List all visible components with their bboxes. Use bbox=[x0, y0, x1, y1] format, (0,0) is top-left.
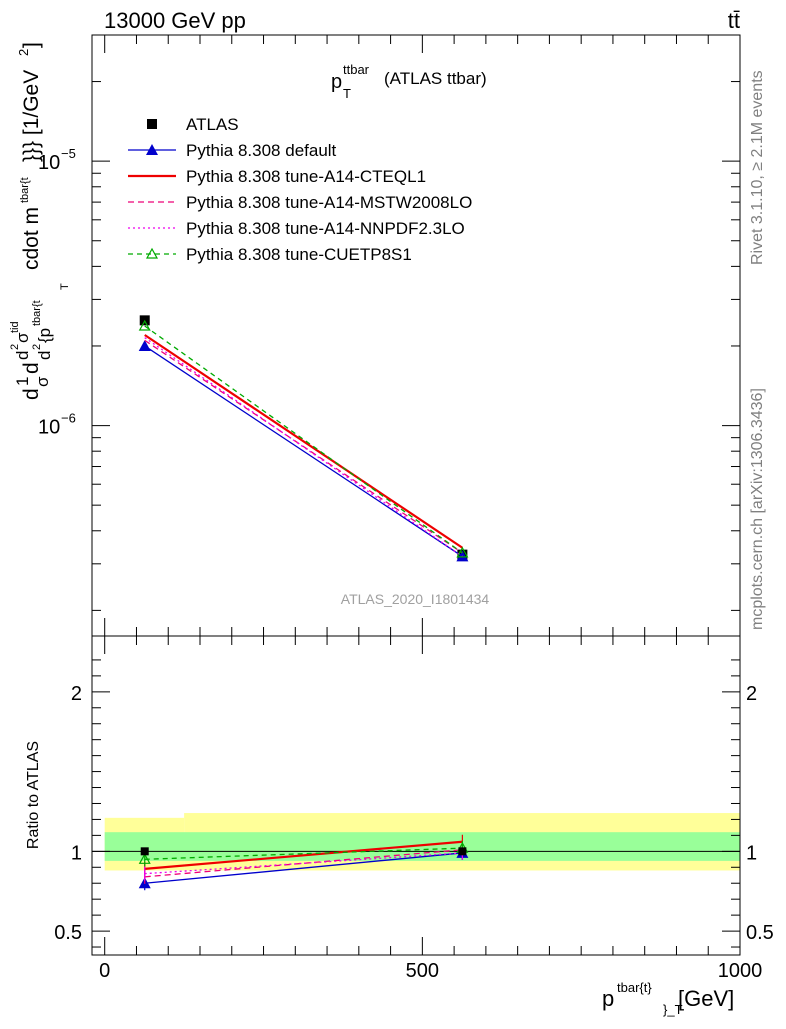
ylabel-T: T bbox=[59, 283, 71, 290]
y-tick-label-exp: −6 bbox=[61, 411, 76, 426]
ylabel-d1: d bbox=[20, 388, 43, 400]
legend-entry: Pythia 8.308 tune-A14-NNPDF2.3LO bbox=[128, 219, 465, 238]
legend-label: Pythia 8.308 tune-A14-CTEQL1 bbox=[186, 167, 426, 186]
rivet-label: Rivet 3.1.10, ≥ 2.1M events bbox=[749, 70, 766, 265]
xlabel-unit: [GeV] bbox=[678, 986, 734, 1011]
series-pythia-8-308-tune-cuetp8s1 bbox=[138, 319, 469, 558]
legend-entry: Pythia 8.308 tune-CUETP8S1 bbox=[128, 245, 412, 264]
ratio-series-line bbox=[144, 852, 463, 884]
series-line bbox=[144, 339, 463, 554]
ratio-series-line bbox=[144, 852, 463, 875]
x-tick-label: 500 bbox=[406, 960, 439, 982]
main-panel: 10−510−6 bbox=[38, 34, 741, 637]
ylabel-unit: }}} [1/GeV bbox=[20, 70, 43, 162]
ratio-atlas-point bbox=[140, 847, 149, 856]
ratio-y-tick-label-left: 0.5 bbox=[54, 922, 82, 944]
y-tick-label: 10 −5 bbox=[38, 146, 76, 174]
energy-label: 13000 GeV pp bbox=[104, 8, 246, 33]
ylabel-tbar2: tbar{t bbox=[19, 177, 31, 203]
data-point bbox=[456, 546, 469, 558]
legend-label: Pythia 8.308 tune-A14-NNPDF2.3LO bbox=[186, 219, 465, 238]
analysis-label: ATLAS_2020_I1801434 bbox=[341, 591, 490, 607]
legend-label: Pythia 8.308 tune-A14-MSTW2008LO bbox=[186, 193, 472, 212]
ratio-series-line bbox=[144, 847, 463, 860]
ratio-y-tick-label-right: 2 bbox=[746, 683, 757, 705]
xlabel-sub: }_T bbox=[663, 1002, 683, 1017]
title-sup: ttbar bbox=[343, 62, 370, 77]
ratio-frame bbox=[91, 635, 741, 956]
ratio-data-point bbox=[138, 853, 151, 864]
ylabel-p: {p bbox=[35, 328, 54, 343]
legend-entry: ATLAS bbox=[147, 115, 239, 134]
legend-label: Pythia 8.308 tune-CUETP8S1 bbox=[186, 245, 412, 264]
y-tick-label-base: 10 bbox=[38, 152, 60, 174]
legend-entry: Pythia 8.308 tune-A14-CTEQL1 bbox=[128, 167, 426, 186]
legend-marker bbox=[146, 144, 158, 155]
xlabel-sup: tbar{t} bbox=[617, 980, 652, 995]
ylabel-cdot: cdot m bbox=[20, 207, 43, 270]
series-pythia-8-308-tune-a14-mstw2008lo bbox=[144, 339, 463, 554]
ylabel-d4: d bbox=[35, 351, 54, 360]
legend-entry: Pythia 8.308 tune-A14-MSTW2008LO bbox=[128, 193, 472, 212]
y-tick-label: 10 −6 bbox=[38, 411, 76, 439]
y-tick-label-base: 10 bbox=[38, 417, 60, 439]
ratio-series-line bbox=[144, 849, 463, 878]
ratio-y-axis-label: Ratio to ATLAS bbox=[25, 741, 42, 849]
ylabel-frac-num: 1 bbox=[13, 377, 32, 386]
plot-title: p ttbar T (ATLAS ttbar) bbox=[331, 62, 487, 101]
ratio-atlas-point bbox=[458, 847, 467, 856]
x-tick-label: 1000 bbox=[718, 960, 763, 982]
legend-marker bbox=[145, 247, 159, 259]
ratio-y-tick-label-right: 1 bbox=[746, 842, 757, 864]
y-tick-label-exp: −5 bbox=[61, 146, 76, 161]
ylabel-d3: d bbox=[13, 351, 32, 360]
legend-entry: Pythia 8.308 default bbox=[128, 141, 337, 160]
data-point bbox=[138, 339, 151, 351]
ylabel-tbar1: tbar{t bbox=[31, 300, 43, 326]
ylabel-tid: tid bbox=[9, 321, 21, 333]
main-y-axis-label: d 1 σ d d 2 σ tid d 2 {p tbar{t T cdot m… bbox=[9, 42, 71, 400]
ratio-series-line bbox=[144, 840, 463, 870]
data-point bbox=[138, 319, 151, 331]
title-main: p bbox=[331, 71, 342, 93]
series-line bbox=[144, 345, 463, 557]
series-pythia-8-308-tune-a14-nnpdf2-3lo bbox=[144, 337, 463, 557]
legend-marker bbox=[147, 119, 157, 129]
ylabel-unit-close: ] bbox=[20, 42, 43, 48]
ylabel-frac-den: σ bbox=[33, 376, 52, 387]
legend: ATLAS Pythia 8.308 default Pythia 8.308 tu… bbox=[128, 115, 472, 264]
series-pythia-8-308-default bbox=[138, 339, 469, 562]
ratio-y-tick-label-right: 0.5 bbox=[746, 922, 774, 944]
ylabel-unit-sup: 2 bbox=[16, 49, 31, 56]
ylabel-d2: d bbox=[20, 362, 43, 374]
ylabel-sup2: 2 bbox=[9, 344, 21, 350]
ratio-panel: 0.5 0.5 1 1 2 2 0 500 1000 bbox=[54, 635, 774, 982]
mcplots-label: mcplots.cern.ch [arXiv:1306.3436] bbox=[749, 388, 766, 630]
title-sub: T bbox=[343, 86, 351, 101]
title-suffix: (ATLAS ttbar) bbox=[384, 69, 487, 88]
series-atlas bbox=[139, 315, 468, 560]
series-line bbox=[144, 325, 463, 554]
ratio-y-tick-label-left: 2 bbox=[71, 683, 82, 705]
legend-label: ATLAS bbox=[186, 115, 239, 134]
process-label: tt̄ bbox=[728, 8, 740, 33]
ylabel-sigma: σ bbox=[13, 332, 32, 343]
xlabel-main: p bbox=[602, 986, 614, 1011]
legend-label: Pythia 8.308 default bbox=[186, 141, 337, 160]
ratio-y-tick-label-left: 1 bbox=[71, 842, 82, 864]
series-line bbox=[144, 337, 463, 557]
series-line bbox=[144, 334, 463, 549]
ylabel-sup2b: 2 bbox=[31, 344, 43, 350]
series-pythia-8-308-tune-a14-cteql1 bbox=[144, 334, 463, 549]
x-tick-label: 0 bbox=[99, 960, 110, 982]
x-axis-label: p tbar{t} }_T [GeV] bbox=[602, 980, 734, 1017]
